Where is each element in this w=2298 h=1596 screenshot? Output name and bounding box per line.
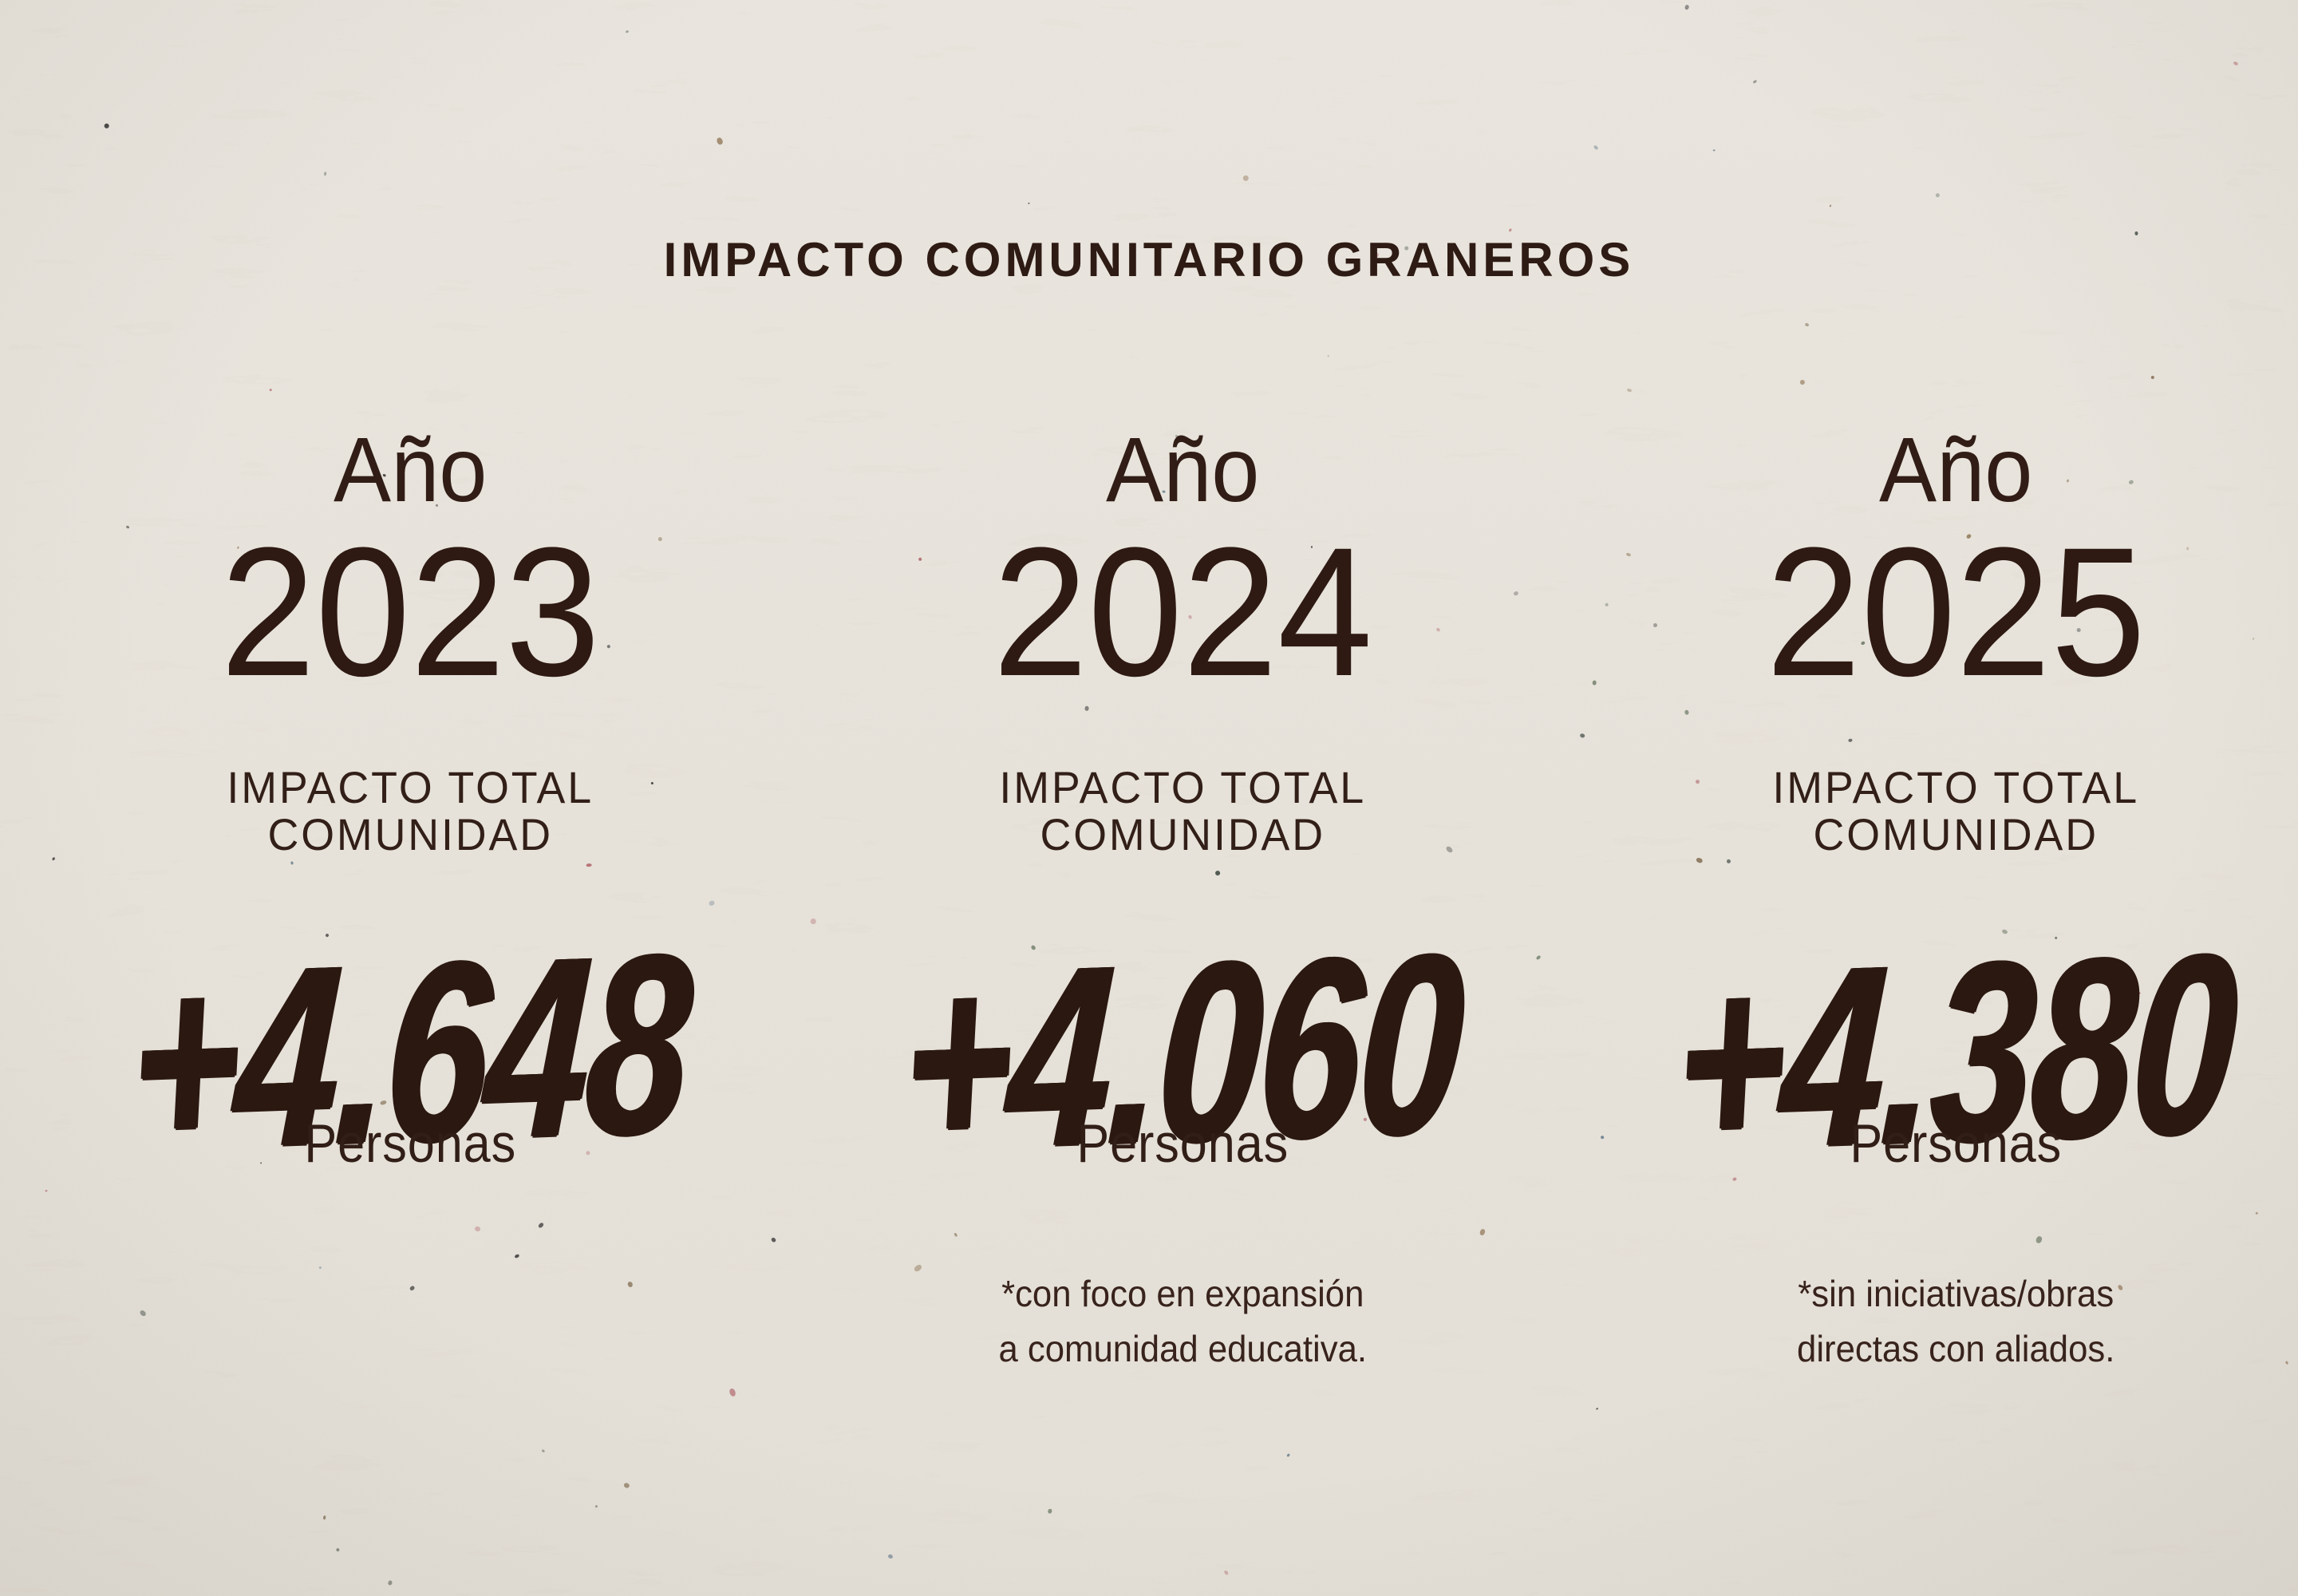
metric-label: IMPACTO TOTAL COMUNIDAD	[812, 764, 1554, 859]
footnote-line-1: *sin iniciativas/obras	[1798, 1273, 2114, 1315]
footnote: *con foco en expansión a comunidad educa…	[816, 1266, 1550, 1377]
content: IMPACTO COMUNITARIO GRANEROS Año 2023 IM…	[0, 233, 2298, 1377]
impact-unit-label: Personas	[1076, 1113, 1289, 1175]
year-value: 2025	[1766, 509, 2146, 714]
footnote-line-2: a comunidad educativa.	[998, 1328, 1368, 1370]
year-column-2025: Año 2025 IMPACTO TOTAL COMUNIDAD +4.380 …	[1570, 425, 2298, 1377]
metric-label-line-2: COMUNIDAD	[267, 808, 553, 859]
page-title: IMPACTO COMUNITARIO GRANEROS	[663, 233, 1635, 286]
impact-unit-label: Personas	[1850, 1113, 2063, 1175]
year-prefix-label: Año	[1106, 419, 1260, 521]
impact-unit-label: Personas	[304, 1113, 517, 1175]
footnote	[43, 1266, 777, 1321]
year-prefix-label: Año	[1878, 419, 2033, 521]
metric-label-line-1: IMPACTO TOTAL	[999, 762, 1367, 812]
metric-label: IMPACTO TOTAL COMUNIDAD	[1585, 764, 2298, 859]
year-value: 2024	[993, 509, 1373, 714]
metric-label-line-1: IMPACTO TOTAL	[1772, 762, 2139, 812]
footnote-line-2: directas con aliados.	[1796, 1328, 2115, 1370]
metric-label: IMPACTO TOTAL COMUNIDAD	[39, 764, 781, 859]
year-prefix-label: Año	[334, 419, 488, 521]
footnote-line-1: *con foco en expansión	[1001, 1273, 1364, 1315]
metric-label-line-1: IMPACTO TOTAL	[227, 762, 594, 812]
footnote: *sin iniciativas/obras directas con alia…	[1589, 1266, 2298, 1377]
metric-label-line-2: COMUNIDAD	[1813, 808, 2099, 859]
year-column-2024: Año 2024 IMPACTO TOTAL COMUNIDAD +4.060 …	[796, 425, 1569, 1377]
metric-label-line-2: COMUNIDAD	[1040, 808, 1326, 859]
year-columns: Año 2023 IMPACTO TOTAL COMUNIDAD +4.648 …	[0, 425, 2298, 1377]
year-value: 2023	[220, 509, 601, 714]
year-column-2023: Año 2023 IMPACTO TOTAL COMUNIDAD +4.648 …	[24, 425, 796, 1377]
